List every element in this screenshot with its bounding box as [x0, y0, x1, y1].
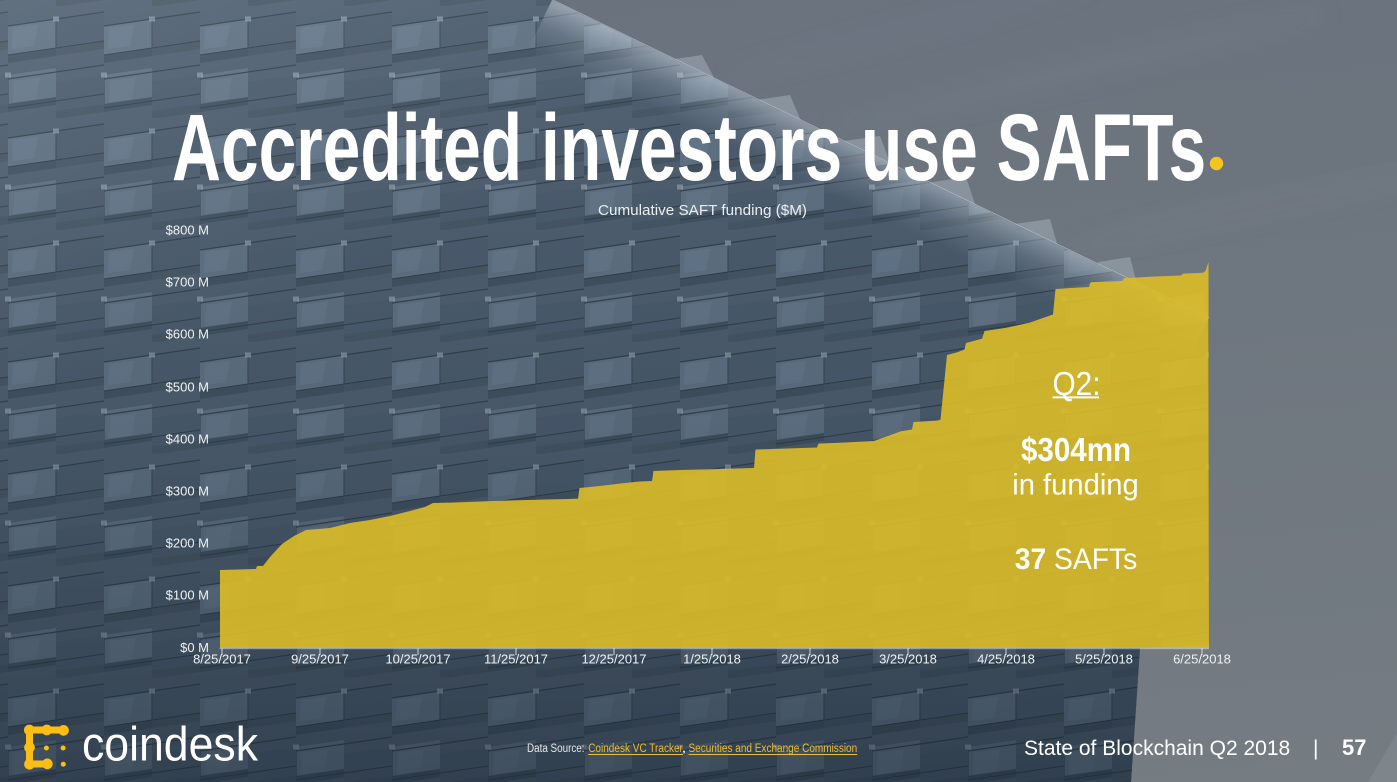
svg-text:,: , [681, 743, 687, 755]
svg-text:Q2:: Q2: [1053, 365, 1101, 402]
svg-text:57: 57 [1342, 735, 1366, 760]
svg-text:10/25/2017: 10/25/2017 [385, 652, 450, 667]
svg-text:2/25/2018: 2/25/2018 [781, 652, 839, 667]
svg-text:$600 M: $600 M [166, 327, 209, 342]
svg-text:$400 M: $400 M [166, 432, 209, 447]
svg-text:37 SAFTs: 37 SAFTs [1015, 543, 1138, 576]
svg-text:$304mn: $304mn [1021, 431, 1131, 468]
svg-text:coindesk: coindesk [82, 719, 259, 772]
svg-text:11/25/2017: 11/25/2017 [484, 652, 548, 667]
svg-text:|: | [1313, 737, 1318, 760]
svg-text:Accredited investors use SAFTs: Accredited investors use SAFTs. [172, 95, 1225, 201]
svg-text:Cumulative SAFT funding ($M): Cumulative SAFT funding ($M) [598, 202, 807, 219]
svg-text:Coindesk VC Tracker: Coindesk VC Tracker [588, 743, 683, 755]
svg-text:$200 M: $200 M [166, 536, 209, 551]
svg-text:1/25/2018: 1/25/2018 [683, 652, 741, 667]
svg-text:$800 M: $800 M [166, 223, 209, 238]
svg-text:4/25/2018: 4/25/2018 [977, 652, 1035, 667]
svg-text:9/25/2017: 9/25/2017 [291, 652, 349, 667]
svg-text:5/25/2018: 5/25/2018 [1075, 652, 1133, 667]
svg-text:$500 M: $500 M [166, 380, 209, 395]
svg-text:Securities and Exchange Commis: Securities and Exchange Commission [689, 743, 858, 755]
svg-text:6/25/2018: 6/25/2018 [1173, 652, 1231, 667]
svg-text:$300 M: $300 M [166, 484, 209, 499]
svg-text:12/25/2017: 12/25/2017 [581, 652, 646, 667]
svg-text:$0 M: $0 M [180, 640, 209, 655]
svg-text:$700 M: $700 M [166, 275, 209, 290]
svg-text:3/25/2018: 3/25/2018 [879, 652, 937, 667]
svg-text:State of Blockchain Q2 2018: State of Blockchain Q2 2018 [1024, 737, 1290, 760]
svg-text:8/25/2017: 8/25/2017 [193, 652, 251, 667]
svg-text:Data Source:: Data Source: [527, 743, 585, 755]
svg-text:in funding: in funding [1012, 469, 1139, 502]
svg-text:$100 M: $100 M [166, 588, 209, 603]
